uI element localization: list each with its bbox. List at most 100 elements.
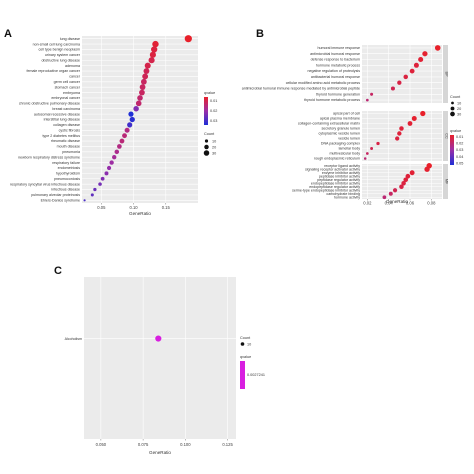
panel-a-category-label: urinary system cancer <box>45 53 81 57</box>
panel-b-category-label: rough endoplasmic reticulum <box>314 157 360 161</box>
panel-b-legend-color-title: qvalue <box>450 129 461 133</box>
panel-a-point <box>119 138 125 144</box>
panel-a-category-label: pulmonary alveolar proteinosis <box>31 193 80 197</box>
panel-b-legend-color-tick: 0.03 <box>456 148 463 152</box>
panel-a-point <box>127 122 133 128</box>
panel-a-category-label: Ehlers-Danlos syndrome <box>41 199 80 203</box>
panel-a-category-label: chronic obstructive pulmonary disease <box>19 102 80 106</box>
panel-c-legend-colorbar <box>240 361 245 389</box>
panel-a-legend-size-tick: 20 <box>212 145 216 149</box>
panel-c-legend-size-title: Count <box>240 336 251 340</box>
panel-b-category-label: apical part of cell <box>333 112 360 116</box>
panel-a-category-label: hypothyroidism <box>56 172 80 176</box>
panel-b-category-label: antimicrobial humoral response <box>310 52 360 56</box>
panel-a-point <box>83 199 86 202</box>
panel-a-category-label: pneumoconiosis <box>54 177 80 181</box>
panel-b-facet-strip <box>443 45 448 103</box>
panel-a-point <box>135 100 142 107</box>
panel-b-facet-plot-area <box>362 111 442 161</box>
panel-b-facet-plot-area <box>362 45 442 103</box>
panel-a-point <box>152 40 159 48</box>
panel-a-legend-color-tick: 0.01 <box>210 99 217 103</box>
panel-a-point <box>137 95 143 101</box>
panel-c-category-label: Alcoholism <box>65 337 82 341</box>
panel-b-legend-size-key <box>450 111 455 117</box>
panel-b-category-label: antibacterial humoral response <box>311 75 360 79</box>
panel-a-legend-size-key <box>203 150 210 156</box>
panel-c-x-tick-label: 0.075 <box>138 442 149 447</box>
panel-b-facet-bp: BP humoral immune response antimicrobial h… <box>242 45 449 103</box>
panel-a-point <box>93 187 97 192</box>
panel-a-point <box>106 165 112 171</box>
panel-b-legend-size-title: Count <box>450 95 461 99</box>
panel-b-point <box>411 116 417 121</box>
panel-c-x-tick-label: 0.100 <box>180 442 191 447</box>
panel-c-chart: Alcoholism 0.050 0.075 0.100 0.125 GeneRati… <box>65 277 265 455</box>
panel-c-legend-color-title: qvalue <box>240 355 251 359</box>
panel-a-category-label: newborn respiratory distress syndrome <box>18 155 80 159</box>
panel-b-x-axis-label: GeneRatio <box>386 199 408 204</box>
panel-a-legend-color-title: qvalue <box>204 91 215 95</box>
panel-b-point <box>370 147 374 150</box>
panel-a-point <box>100 176 105 181</box>
panel-b-point <box>365 152 369 155</box>
panel-b-point <box>376 141 380 146</box>
panel-b-point <box>403 177 409 183</box>
panel-b-point <box>388 191 393 196</box>
panel-b-point <box>434 45 441 51</box>
panel-c-legend-size-tick: 10 <box>247 342 251 346</box>
panel-b-category-label: endopeptidase inhibitor activity <box>311 181 360 185</box>
panel-c-point <box>155 335 162 342</box>
panel-a-legend-size-title: Count <box>204 132 215 136</box>
panel-b-legend-color-tick: 0.01 <box>456 135 463 139</box>
panel-b-category-label: receptor ligand activity <box>324 164 360 168</box>
panel-a-category-label: breast carcinoma <box>52 107 80 111</box>
panel-a-point <box>139 89 145 96</box>
panel-b-point <box>397 80 402 85</box>
panel-a-category-label: embryoma <box>63 91 80 95</box>
panel-a-category-label: collagen disease <box>53 123 80 127</box>
panel-b-category-label: thyroid hormone metabolic process <box>304 98 360 102</box>
panel-b-legend-size-key <box>450 106 455 111</box>
panel-b-category-label: cytoplasmic vesicle lumen <box>318 132 360 136</box>
panel-a-point <box>128 111 134 117</box>
panel-a-category-label: mouth disease <box>57 145 80 149</box>
panel-b-category-label: signaling receptor activator activity <box>305 167 360 171</box>
panel-a-category-label: germ cell cancer <box>54 80 81 84</box>
panel-c-x-tick-label: 0.125 <box>222 442 233 447</box>
panel-b-category-label: endopeptidase regulator activity <box>309 185 360 189</box>
panel-b-category-label: multivesicular body <box>329 152 360 156</box>
panel-b-point <box>365 98 369 102</box>
panel-a-point <box>140 78 147 85</box>
panel-a-category-label: interstitial lung disease <box>44 118 80 122</box>
panel-a-point <box>148 57 155 64</box>
panel-b-point <box>409 170 415 176</box>
panel-a-category-label: lung disease <box>60 37 80 41</box>
panel-a-point <box>149 51 156 58</box>
panel-a-point <box>139 84 146 91</box>
panel-b-category-label: antimicrobial humoral immune response me… <box>242 87 360 91</box>
panel-b-point <box>422 51 428 57</box>
panel-a-category-label: embryonal cancer <box>51 96 80 100</box>
panel-b-point <box>403 74 408 80</box>
panel-a-category-label: non-small cell lung carcinoma <box>33 42 80 46</box>
panel-a-point <box>143 68 150 74</box>
panel-a-category-label: infectious disease <box>51 188 80 192</box>
panel-b-point <box>399 184 404 190</box>
panel-b-point <box>405 173 411 179</box>
panel-letter-c: C <box>54 265 62 277</box>
panel-c-x-axis-label: GeneRatio <box>149 450 171 455</box>
panel-a-legend-color-tick: 0.03 <box>210 119 217 123</box>
panel-a-legend-colorbar <box>204 97 208 125</box>
panel-a-point <box>90 193 94 197</box>
panel-a-category-label: type 2 diabetes mellitus <box>42 134 80 138</box>
panel-a-category-label: cystic fibrosis <box>59 128 81 132</box>
panel-b-category-label: thyroid hormone generation <box>316 92 360 96</box>
panel-c-x-tick-label: 0.050 <box>96 442 107 447</box>
panel-a-point <box>142 73 149 80</box>
panel-a-category-label: female reproductive organ cancer <box>26 69 80 73</box>
panel-a-legend: qvalue 0.01 0.02 0.03 Count 10 20 30 <box>203 91 217 156</box>
